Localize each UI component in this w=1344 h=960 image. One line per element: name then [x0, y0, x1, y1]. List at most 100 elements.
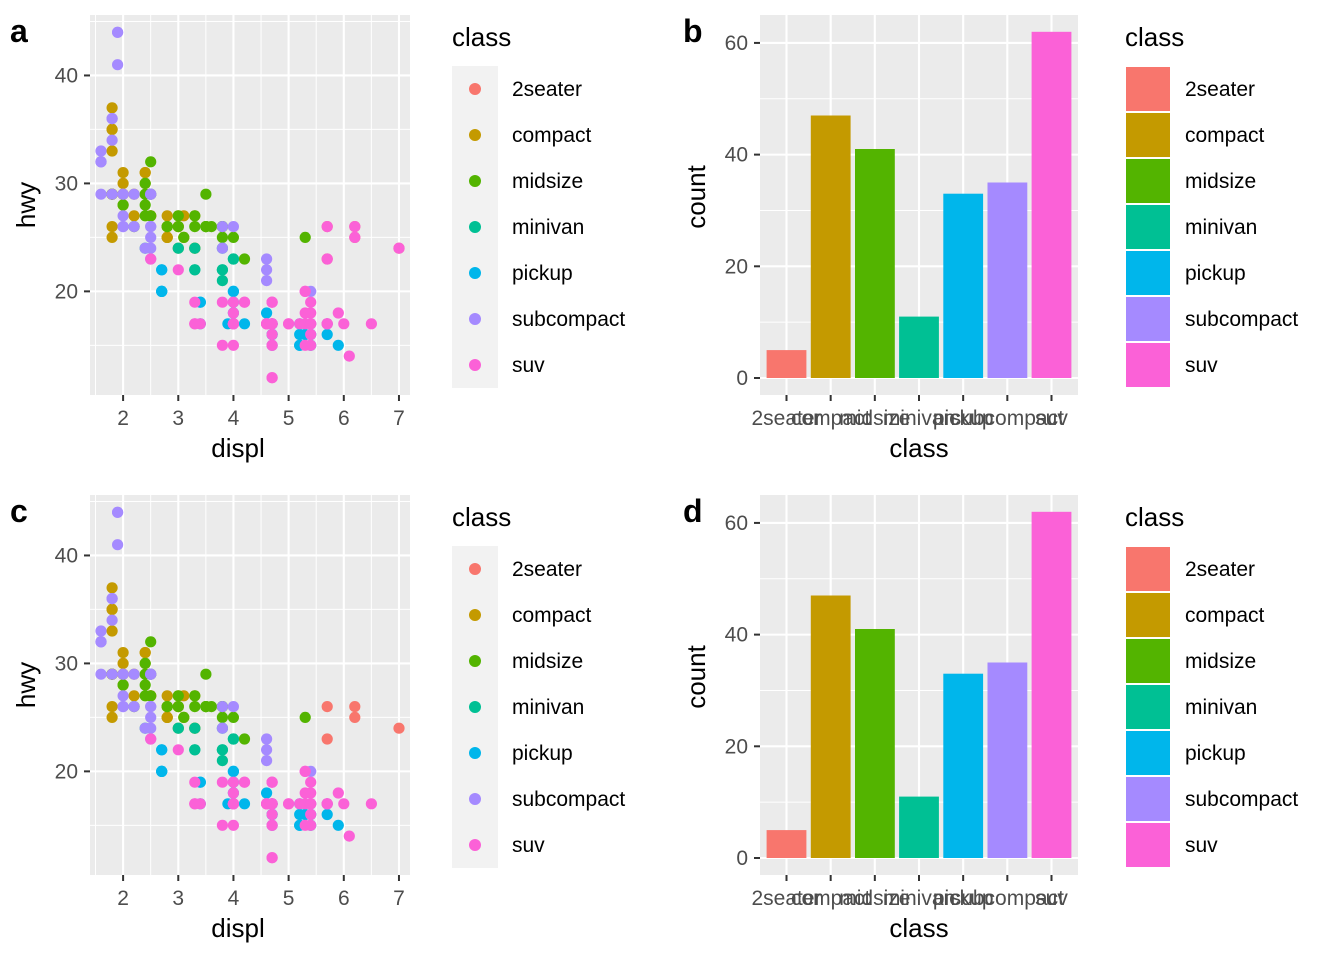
- data-point: [145, 221, 157, 233]
- data-point: [299, 787, 311, 799]
- legend-label: pickup: [512, 742, 573, 765]
- data-point: [95, 625, 107, 637]
- legend-item-midsize: midsize: [1126, 639, 1256, 683]
- data-point: [95, 156, 107, 168]
- data-point: [238, 296, 251, 308]
- data-point: [106, 102, 118, 114]
- data-point: [227, 221, 239, 233]
- data-point: [189, 701, 201, 713]
- data-point: [156, 285, 168, 297]
- x-tick-label: 3: [172, 407, 184, 430]
- series-suv: [145, 221, 405, 384]
- data-point: [332, 307, 344, 319]
- y-tick-label: 20: [725, 255, 748, 278]
- legend-key-swatch: [1126, 685, 1170, 729]
- legend-item-midsize: midsize: [1126, 159, 1256, 203]
- data-point: [305, 776, 317, 788]
- data-point: [227, 231, 239, 243]
- legend-item-suv: suv: [1126, 823, 1218, 867]
- x-tick-label: 2seater: [751, 887, 821, 910]
- legend-key-point: [469, 793, 481, 805]
- data-point: [205, 701, 217, 713]
- data-point: [261, 307, 273, 319]
- subplot-c: c 2 3 4 5 6 7 20 30 40 displ hwy class 2seater compact…: [10, 493, 625, 943]
- data-point: [145, 210, 157, 222]
- data-point: [266, 819, 278, 831]
- legend-label: suv: [1185, 834, 1218, 857]
- data-point: [227, 253, 239, 265]
- data-point: [106, 188, 118, 200]
- subplot-b: b2seatercompactmidsizeminivanpickupsubco…: [681, 13, 1298, 463]
- data-point: [216, 819, 228, 831]
- data-point: [106, 145, 118, 157]
- data-point: [238, 776, 251, 788]
- data-point: [106, 614, 118, 626]
- data-point: [189, 264, 201, 276]
- y-tick-label: 0: [736, 847, 748, 870]
- data-point: [139, 167, 151, 179]
- x-axis-title: displ: [211, 433, 264, 463]
- legend-label: pickup: [512, 262, 573, 285]
- legend-label: subcompact: [1185, 788, 1298, 811]
- legend-key-swatch: [1126, 113, 1170, 157]
- legend-label: midsize: [1185, 650, 1256, 673]
- data-point: [338, 318, 350, 330]
- data-point: [106, 593, 118, 605]
- data-point: [106, 603, 118, 616]
- data-point: [321, 701, 333, 713]
- data-point: [189, 210, 201, 222]
- legend-item-midsize: midsize: [469, 170, 583, 193]
- y-tick-label: 30: [55, 652, 78, 675]
- legend-item-subcompact: subcompact: [469, 788, 625, 811]
- legend-label: subcompact: [512, 788, 625, 811]
- data-point: [139, 199, 151, 211]
- data-point: [216, 744, 228, 756]
- legend-title: class: [452, 22, 511, 52]
- data-point: [393, 242, 405, 254]
- data-point: [145, 636, 157, 648]
- data-point: [299, 711, 311, 724]
- data-point: [227, 285, 239, 297]
- data-point: [128, 690, 140, 702]
- data-point: [139, 657, 151, 670]
- data-point: [305, 798, 317, 810]
- legend-item-minivan: minivan: [1126, 685, 1257, 729]
- legend-label: 2seater: [512, 558, 582, 581]
- y-axis-title: count: [681, 644, 711, 708]
- legend-item-2seater: 2seater: [469, 78, 582, 101]
- legend-item-suv: suv: [469, 834, 545, 857]
- legend-key-point: [469, 563, 481, 575]
- legend-key-swatch: [1126, 547, 1170, 591]
- data-point: [238, 733, 251, 745]
- data-point: [117, 701, 129, 713]
- data-point: [365, 318, 377, 330]
- data-point: [117, 210, 129, 222]
- data-point: [349, 231, 361, 243]
- data-point: [227, 711, 239, 724]
- panel-tag: d: [683, 493, 703, 529]
- data-point: [321, 221, 333, 233]
- data-point: [145, 711, 157, 724]
- data-point: [227, 765, 239, 778]
- data-point: [139, 722, 151, 734]
- data-point: [106, 625, 118, 637]
- data-point: [266, 776, 278, 788]
- data-point: [128, 668, 140, 680]
- legend-item-subcompact: subcompact: [1126, 297, 1298, 341]
- legend-label: 2seater: [512, 78, 582, 101]
- data-point: [266, 852, 278, 864]
- x-tick-label: 6: [338, 407, 350, 430]
- data-point: [261, 755, 273, 767]
- subplot-a: a 2 3 4 5 6 7 20 30 40 displ hwy class 2seater compact…: [10, 13, 625, 463]
- x-tick-label: 2seater: [751, 407, 821, 430]
- data-point: [172, 690, 184, 702]
- data-point: [321, 318, 333, 330]
- data-point: [266, 296, 278, 308]
- legend-label: compact: [1185, 124, 1265, 147]
- legend-item-pickup: pickup: [1126, 731, 1246, 775]
- legend-label: compact: [512, 604, 592, 627]
- legend-key-swatch: [1126, 639, 1170, 683]
- data-point: [95, 145, 107, 157]
- legend-item-subcompact: subcompact: [469, 308, 625, 331]
- data-point: [216, 755, 228, 767]
